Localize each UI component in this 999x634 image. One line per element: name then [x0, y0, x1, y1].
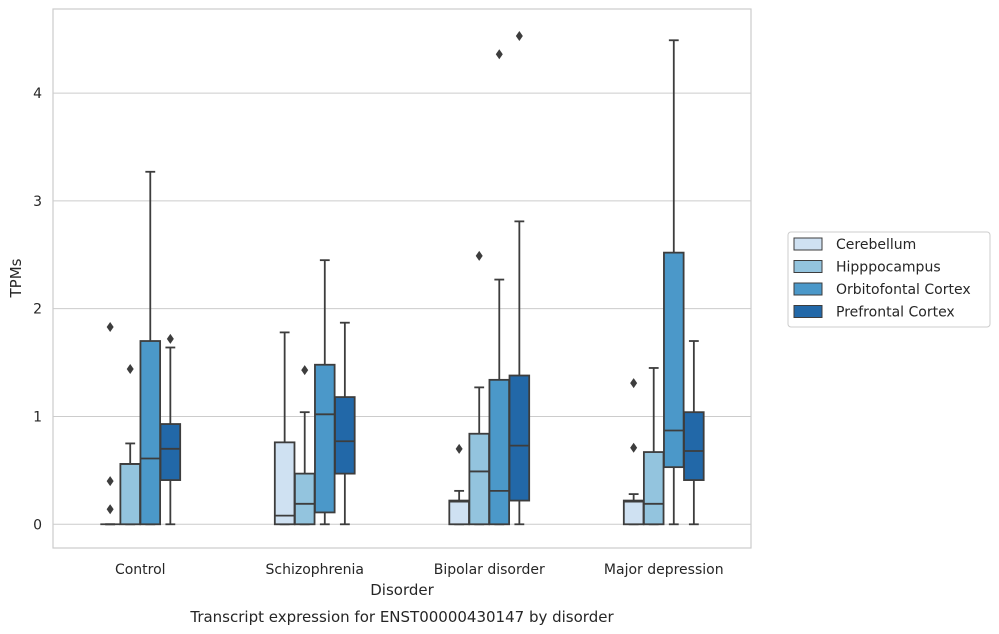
box-2-3	[508, 30, 531, 526]
legend-label-2: Orbitofontal Cortex	[836, 282, 971, 298]
outlier-point-0	[126, 364, 134, 375]
outlier-point-0	[515, 30, 523, 41]
box-body	[293, 472, 316, 526]
legend: Cerebellum Hipppocampus Orbitofontal Corte…	[787, 231, 991, 328]
x-tick-label-2: Bipolar disorder	[434, 562, 545, 578]
legend-swatch-1	[793, 260, 823, 273]
box-3-1	[642, 367, 665, 526]
x-tick-labels: Control Schizophrenia Bipolar disorder Majo…	[115, 562, 724, 578]
outlier-point-2	[106, 322, 114, 333]
box-0-0	[100, 322, 120, 526]
box-body	[508, 374, 531, 502]
box-body	[468, 432, 490, 526]
box-body	[488, 378, 511, 526]
legend-frame	[787, 231, 991, 328]
legend-swatch-2	[793, 282, 823, 296]
box-2-0	[448, 443, 470, 526]
box-body	[159, 423, 182, 481]
y-tick-label-1: 1	[33, 409, 42, 425]
outlier-point-1	[630, 378, 638, 389]
box-body	[139, 340, 162, 526]
box-body	[683, 411, 705, 481]
chart-caption: Transcript expression for ENST0000043014…	[189, 608, 614, 626]
outlier-point-0	[455, 443, 463, 454]
box-1-1	[293, 365, 316, 526]
outlier-point-0	[495, 49, 503, 60]
box-3-2	[663, 39, 685, 526]
box-body	[273, 441, 296, 526]
x-axis-label: Disorder	[370, 581, 434, 599]
box-body	[119, 463, 141, 526]
legend-label-0: Cerebellum	[836, 237, 916, 253]
box-3-0	[622, 378, 645, 526]
x-tick-label-1: Schizophrenia	[266, 562, 364, 578]
y-tick-label-4: 4	[33, 86, 42, 102]
y-tick-label-0: 0	[33, 517, 42, 533]
box-body	[314, 363, 336, 514]
box-series	[100, 30, 705, 526]
y-tick-label-3: 3	[33, 194, 42, 210]
y-tick-labels: 0 1 2 3 4	[33, 86, 42, 533]
box-body	[622, 499, 645, 526]
y-axis-label: TPMs	[7, 258, 25, 298]
outlier-point-1	[106, 476, 114, 487]
outlier-point-0	[106, 504, 114, 515]
outlier-point-0	[166, 333, 174, 344]
box-3-3	[683, 340, 705, 526]
box-1-0	[273, 331, 296, 526]
outlier-point-0	[475, 250, 483, 261]
x-tick-label-3: Major depression	[604, 562, 724, 578]
box-body	[334, 396, 356, 475]
legend-swatch-3	[793, 305, 823, 318]
box-1-3	[334, 321, 356, 526]
box-0-3	[159, 333, 182, 526]
x-tick-label-0: Control	[115, 562, 166, 578]
plot-frame	[52, 8, 752, 549]
outlier-point-0	[301, 365, 309, 376]
outlier-point-0	[630, 442, 638, 453]
legend-swatch-0	[793, 237, 823, 251]
y-tick-label-2: 2	[33, 302, 42, 318]
legend-label-3: Prefrontal Cortex	[836, 305, 955, 321]
legend-label-1: Hipppocampus	[836, 260, 941, 276]
box-body	[642, 451, 665, 526]
box-body	[448, 499, 470, 526]
box-body	[663, 251, 685, 469]
